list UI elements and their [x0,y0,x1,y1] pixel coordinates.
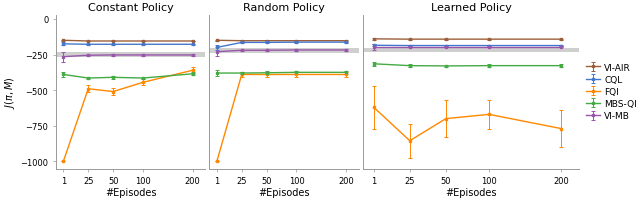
X-axis label: #Episodes: #Episodes [259,187,310,197]
Bar [209,49,358,54]
Bar [363,48,579,53]
Title: Learned Policy: Learned Policy [431,3,511,13]
Y-axis label: $J(\pi, M)$: $J(\pi, M)$ [3,76,17,108]
Bar [56,52,205,57]
X-axis label: #Episodes: #Episodes [105,187,156,197]
Title: Constant Policy: Constant Policy [88,3,173,13]
X-axis label: #Episodes: #Episodes [445,187,497,197]
Legend: VI-AIR, CQL, FQI, MBS-QI, VI-MB: VI-AIR, CQL, FQI, MBS-QI, VI-MB [586,63,637,121]
Title: Random Policy: Random Policy [243,3,325,13]
